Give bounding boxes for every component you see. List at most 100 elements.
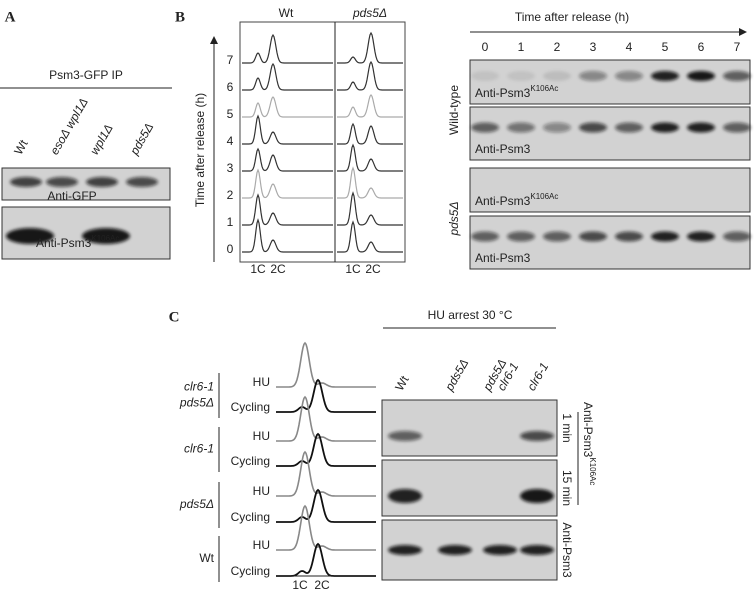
row-label: 5 [227,107,234,121]
blot-band [46,177,78,187]
strain-label: pds5Δ [179,497,214,511]
lane-label: Wt [11,137,31,157]
blot-band [507,122,535,133]
strain-label: pds5Δ [447,201,461,236]
blot-band [86,177,118,187]
blot-band [507,231,535,242]
antibody-modification: K106Ac [530,192,558,201]
condition-label: Cycling [231,510,270,524]
condition-label: HU [253,429,270,443]
blot-band [471,122,499,133]
blot-band [579,231,607,242]
antibody-name: Anti-Psm3 [475,194,531,208]
flow-histogram [276,395,376,442]
blot-band [126,177,158,187]
blot-band [10,177,42,187]
axis-label: Time after release (h) [193,93,207,207]
blot-band [723,122,751,133]
blot-band [651,122,679,133]
antibody-name: Anti-Psm3 [581,402,595,458]
blot-band [82,228,130,244]
blot-band [615,71,643,81]
antibody-modification: K106Ac [588,457,597,485]
blot-band [388,545,422,555]
blot-label: Anti-Psm3K106Ac [475,192,558,208]
blot-band [615,231,643,242]
panel-label: C [169,309,180,325]
dna-content-label: 2C [314,578,330,592]
flow-histogram [242,33,333,64]
flow-histogram [276,542,376,577]
lane-label: 2 [554,40,561,54]
blot-band [520,431,554,441]
blot-band [615,122,643,133]
blot-band [543,71,571,81]
condition-label: Cycling [231,564,270,578]
lane-label: 4 [626,40,633,54]
flow-histogram [276,488,376,523]
lane-label: 3 [590,40,597,54]
flow-histogram [276,432,376,467]
condition-label: HU [253,538,270,552]
blot-membrane [469,106,751,161]
blot-membrane [469,215,751,270]
flow-histogram [337,220,403,253]
row-label: 2 [227,188,234,202]
blot-label: Anti-Psm3 [475,251,531,265]
blot-membrane [381,399,558,457]
lane-label: 1 [518,40,525,54]
blot-band [6,228,54,244]
blot-band [723,71,751,81]
antibody-modification: K106Ac [91,234,119,243]
blot-membrane [469,59,751,105]
flow-histogram [337,60,403,91]
blot-label: Anti-Psm3K106Ac [475,84,558,100]
blot-band [483,545,517,555]
antibody-name: Anti-Psm3 [475,86,531,100]
lane-label: Wt [392,373,412,393]
lane-label: 7 [734,40,741,54]
flow-histogram [242,193,333,226]
row-label: 3 [227,161,234,175]
blot-band [388,489,422,503]
flow-histogram [276,504,376,551]
flow-histogram [276,341,376,388]
strain-label: clr6-1 [184,380,214,394]
lane-label: esoΔ wpl1Δ [47,95,91,157]
flow-histogram [337,94,403,118]
flow-histogram [337,166,403,199]
lane-label: pds5Δ [127,121,157,158]
blot-label: Anti-Psm3 [475,142,531,156]
western-title: HU arrest 30 °C [428,308,513,322]
column-label: pds5Δ [352,6,387,20]
flow-histogram [276,450,376,497]
lane-label: clr6-1 [524,360,551,393]
blot-band [579,122,607,133]
blot-band [687,122,715,133]
condition-label: HU [253,484,270,498]
blot-band [388,431,422,441]
flow-histogram [337,31,403,64]
blot-membrane [469,167,751,213]
lane-label: pds5Δ [442,357,472,394]
blot-band [520,489,554,503]
lane-label: 6 [698,40,705,54]
strain-label: Wild-type [447,85,461,135]
flow-histogram [337,143,403,172]
row-label: 4 [227,134,234,148]
blot-band [543,122,571,133]
dna-content-label: 2C [270,262,286,276]
panel-label: B [175,9,185,25]
flow-histogram [242,62,333,91]
blot-band [543,231,571,242]
condition-label: Cycling [231,400,270,414]
blot-label: Anti-GFP [47,189,96,203]
flow-histogram [337,122,403,145]
dna-content-label: 1C [250,262,266,276]
row-label: 0 [227,242,234,256]
row-label: 1 [227,215,234,229]
flow-histogram [242,114,333,145]
flow-histogram [242,147,333,172]
condition-label: Cycling [231,454,270,468]
